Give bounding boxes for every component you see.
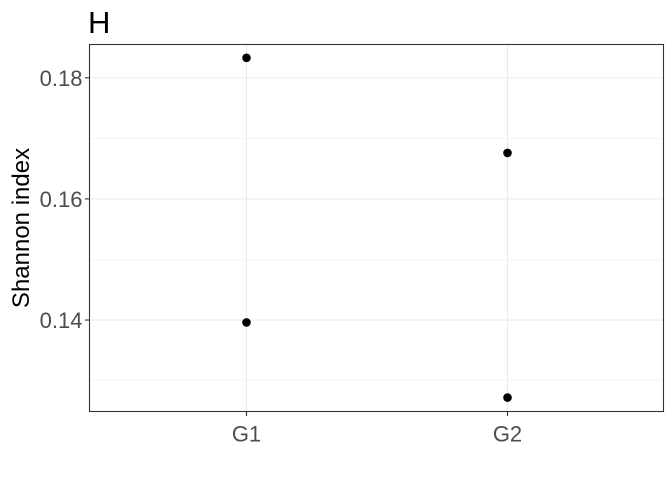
- x-tick-label-G2: G2: [493, 422, 522, 447]
- data-point-G2-3: [503, 148, 512, 158]
- x-tick-label-G1: G1: [232, 422, 261, 447]
- data-point-G2-4: [503, 393, 512, 402]
- y-tick-label-0.16: 0.16: [40, 187, 83, 212]
- data-points: [242, 53, 512, 402]
- gridlines: [89, 44, 664, 412]
- axis-ticks: [85, 77, 509, 416]
- panel-border: [88, 43, 665, 413]
- y-tick-label-0.18: 0.18: [40, 66, 83, 91]
- chart-title: H: [88, 5, 110, 40]
- data-point-G1-2: [242, 318, 251, 327]
- y-axis-title: Shannon index: [8, 148, 35, 308]
- data-point-G1-1: [242, 53, 251, 63]
- tick-labels: 0.14 0.16 0.18 G1 G2: [40, 66, 523, 447]
- y-tick-label-0.14: 0.14: [40, 308, 83, 333]
